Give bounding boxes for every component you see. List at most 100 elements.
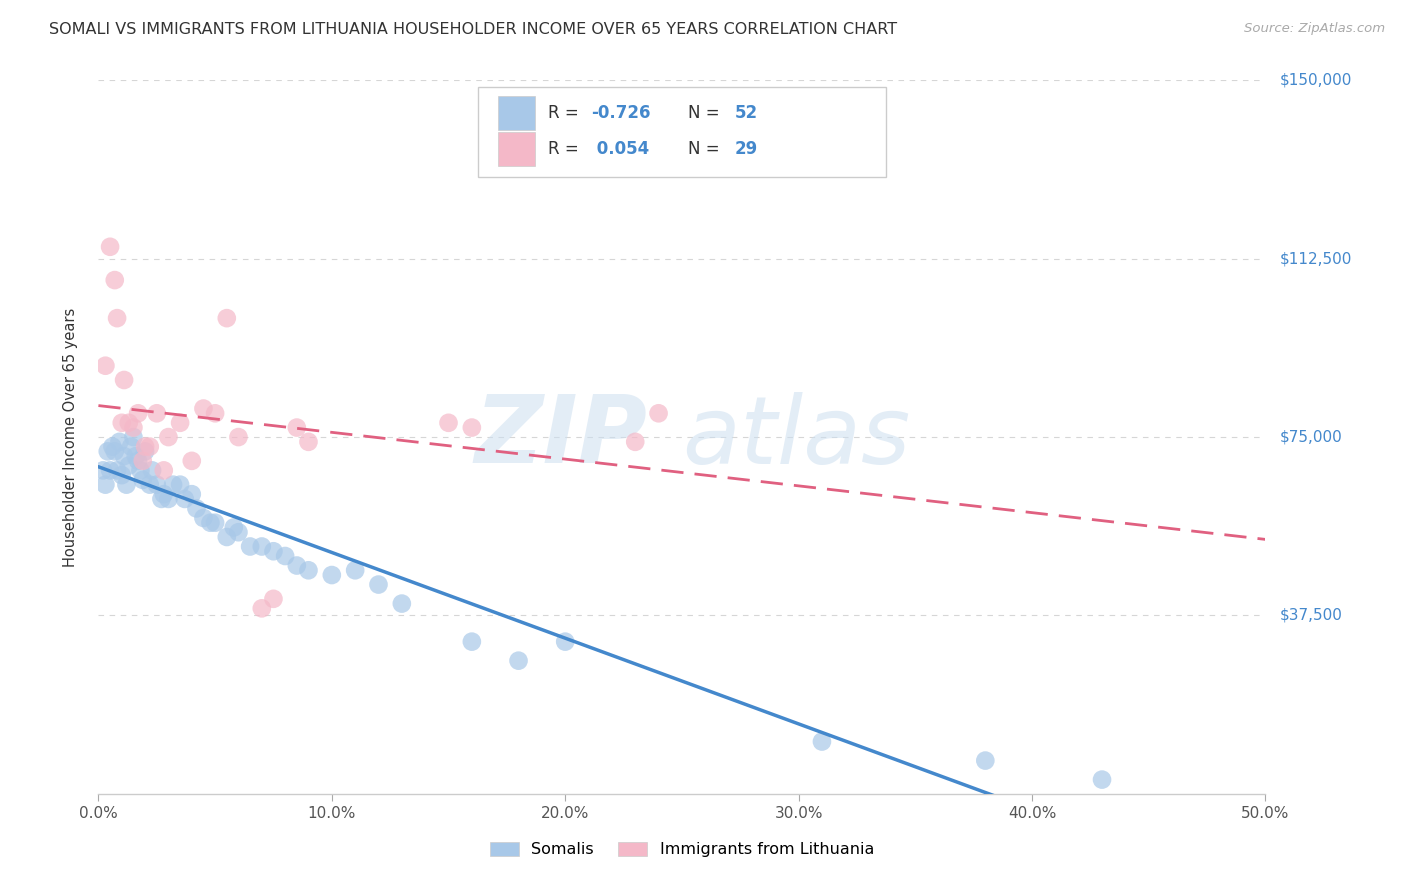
Text: N =: N =	[688, 140, 724, 158]
Point	[127, 406, 149, 420]
Point	[104, 444, 127, 458]
Text: R =: R =	[548, 104, 583, 122]
Point	[285, 558, 308, 573]
Point	[344, 563, 367, 577]
Point	[250, 601, 273, 615]
Legend: Somalis, Immigrants from Lithuania: Somalis, Immigrants from Lithuania	[489, 842, 875, 857]
Point	[112, 373, 135, 387]
Point	[118, 458, 141, 473]
Point	[297, 563, 319, 577]
Point	[437, 416, 460, 430]
Point	[157, 491, 180, 506]
FancyBboxPatch shape	[498, 96, 534, 130]
Point	[94, 477, 117, 491]
FancyBboxPatch shape	[478, 87, 886, 177]
Point	[146, 406, 169, 420]
Point	[367, 577, 389, 591]
Point	[274, 549, 297, 563]
Point	[127, 454, 149, 468]
Point	[105, 311, 128, 326]
Point	[262, 591, 284, 606]
Point	[200, 516, 222, 530]
Point	[1091, 772, 1114, 787]
Point	[152, 487, 174, 501]
Point	[193, 511, 215, 525]
Point	[101, 440, 124, 454]
Point	[98, 463, 121, 477]
Point	[647, 406, 669, 420]
Point	[120, 440, 142, 454]
Text: $37,500: $37,500	[1279, 608, 1343, 623]
Point	[391, 597, 413, 611]
Point	[215, 311, 238, 326]
Point	[554, 634, 576, 648]
Point	[228, 525, 250, 540]
Point	[204, 406, 226, 420]
Point	[139, 477, 162, 491]
Point	[115, 477, 138, 491]
Point	[262, 544, 284, 558]
Point	[321, 568, 343, 582]
Point	[105, 463, 128, 477]
Point	[98, 240, 121, 254]
Point	[122, 430, 145, 444]
Text: R =: R =	[548, 140, 583, 158]
Point	[285, 420, 308, 434]
Point	[94, 359, 117, 373]
Point	[222, 520, 245, 534]
Text: SOMALI VS IMMIGRANTS FROM LITHUANIA HOUSEHOLDER INCOME OVER 65 YEARS CORRELATION: SOMALI VS IMMIGRANTS FROM LITHUANIA HOUS…	[49, 22, 897, 37]
Text: $75,000: $75,000	[1279, 430, 1343, 444]
Text: N =: N =	[688, 104, 724, 122]
Point	[125, 449, 148, 463]
Point	[146, 477, 169, 491]
Point	[104, 273, 127, 287]
Point	[461, 634, 484, 648]
Point	[169, 416, 191, 430]
Point	[186, 501, 208, 516]
Point	[215, 530, 238, 544]
Point	[132, 473, 155, 487]
Text: 52: 52	[734, 104, 758, 122]
Point	[157, 430, 180, 444]
Point	[122, 420, 145, 434]
Point	[974, 754, 997, 768]
Point	[141, 463, 163, 477]
FancyBboxPatch shape	[498, 132, 534, 166]
Point	[228, 430, 250, 444]
Text: -0.726: -0.726	[591, 104, 651, 122]
Point	[297, 434, 319, 449]
Point	[169, 477, 191, 491]
Text: $112,500: $112,500	[1279, 252, 1351, 266]
Point	[461, 420, 484, 434]
Point	[108, 434, 131, 449]
Text: $150,000: $150,000	[1279, 73, 1351, 87]
Point	[193, 401, 215, 416]
Point	[162, 477, 184, 491]
Point	[811, 734, 834, 748]
Point	[111, 416, 134, 430]
Point	[508, 654, 530, 668]
Point	[118, 416, 141, 430]
Text: ZIP: ZIP	[474, 391, 647, 483]
Point	[112, 449, 135, 463]
Text: 0.054: 0.054	[591, 140, 650, 158]
Point	[139, 440, 162, 454]
Text: Source: ZipAtlas.com: Source: ZipAtlas.com	[1244, 22, 1385, 36]
Point	[152, 463, 174, 477]
Point	[134, 440, 156, 454]
Point	[97, 444, 120, 458]
Point	[239, 540, 262, 554]
Text: 29: 29	[734, 140, 758, 158]
Point	[204, 516, 226, 530]
Point	[91, 463, 114, 477]
Point	[624, 434, 647, 449]
Point	[134, 444, 156, 458]
Point	[132, 454, 155, 468]
Y-axis label: Householder Income Over 65 years: Householder Income Over 65 years	[63, 308, 77, 566]
Point	[111, 468, 134, 483]
Point	[180, 454, 202, 468]
Point	[250, 540, 273, 554]
Point	[129, 463, 152, 477]
Text: atlas: atlas	[682, 392, 910, 483]
Point	[180, 487, 202, 501]
